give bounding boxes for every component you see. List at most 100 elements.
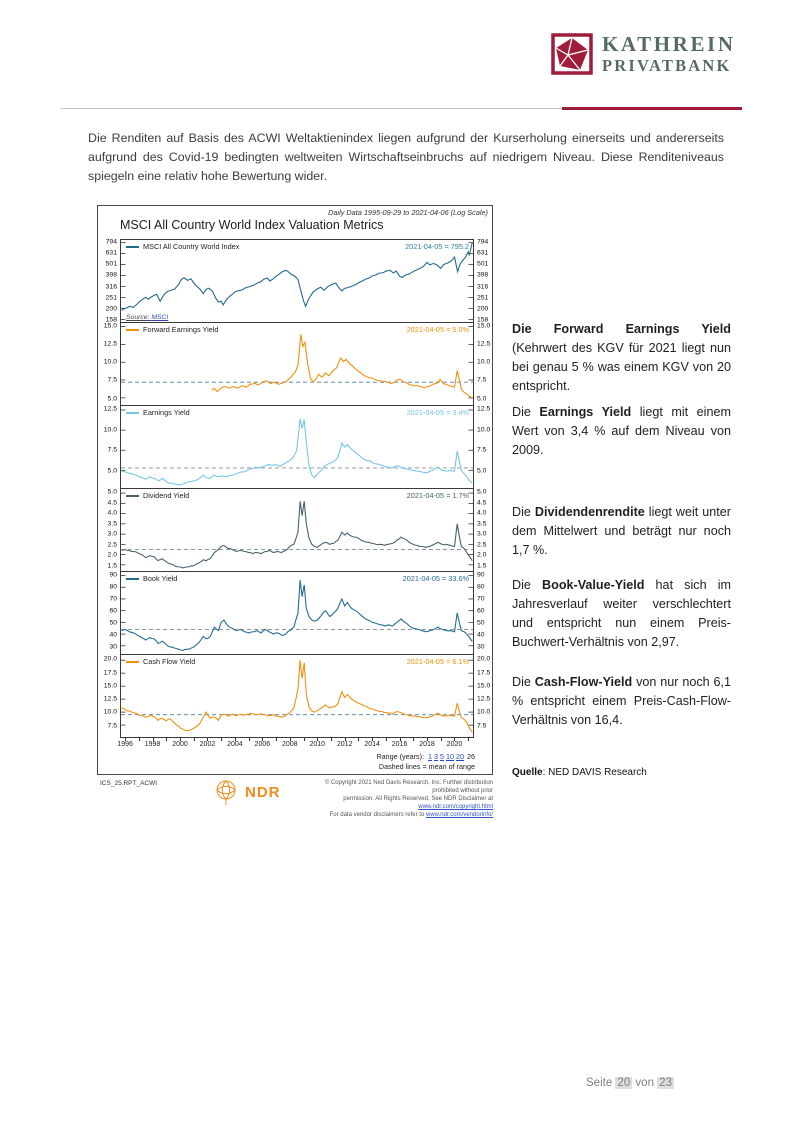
chart-panel: 12.5 10.0 7.5 5.0 Earnings Yield 2021-04-05 =… bbox=[98, 405, 492, 489]
y-tick-label: 40 bbox=[477, 631, 485, 639]
y-tick-label: 158 bbox=[477, 316, 489, 324]
y-tick-label: 7.5 bbox=[477, 376, 487, 384]
y-tick-label: 2.5 bbox=[477, 541, 487, 549]
latest-value-annotation: 2021-04-05 = 1.7% bbox=[406, 491, 469, 500]
y-tick-label: 12.5 bbox=[477, 695, 491, 703]
y-tick-label: 70 bbox=[109, 595, 117, 603]
chart-header: Daily Data 1995-09-29 to 2021-04-06 (Log… bbox=[98, 206, 492, 239]
y-tick-label: 158 bbox=[105, 316, 117, 324]
y-tick-label: 4.0 bbox=[477, 509, 487, 517]
y-tick-label: 50 bbox=[477, 619, 485, 627]
range-year-link[interactable]: 5 bbox=[440, 752, 444, 761]
x-tick-mark bbox=[262, 738, 264, 741]
panel-plot: MSCI All Country World Index 2021-04-05 =… bbox=[120, 239, 474, 323]
copyright-line: © Copyright 2021 Ned Davis Research, Inc… bbox=[324, 780, 493, 794]
y-tick-label: 5.0 bbox=[107, 488, 117, 496]
commentary-term: Book-Value-Yield bbox=[542, 578, 645, 592]
panel-plot: Cash Flow Yield 2021-04-05 = 6.1% bbox=[120, 654, 474, 738]
y-tick-label: 12.5 bbox=[103, 695, 117, 703]
y-axis-right: 5.0 4.5 4.0 3.5 3.0 2.5 2.0 1.5 bbox=[474, 488, 492, 572]
y-tick-label: 17.5 bbox=[477, 669, 491, 677]
y-tick-label: 3.0 bbox=[477, 530, 487, 538]
range-year-link[interactable]: 20 bbox=[456, 752, 464, 761]
panel-legend: Dividend Yield bbox=[126, 491, 189, 500]
x-tick-mark bbox=[413, 738, 415, 741]
copyright-line: For data vendor disclaimers refer to www… bbox=[329, 812, 493, 818]
x-tick-mark bbox=[248, 738, 250, 741]
y-tick-label: 316 bbox=[105, 283, 117, 291]
y-tick-label: 17.5 bbox=[103, 669, 117, 677]
y-axis-right: 15.0 12.5 10.0 7.5 5.0 bbox=[474, 322, 492, 406]
y-tick-label: 80 bbox=[109, 583, 117, 591]
y-tick-label: 501 bbox=[477, 260, 489, 268]
legend-label: Book Yield bbox=[143, 574, 178, 583]
y-tick-label: 60 bbox=[477, 607, 485, 615]
intro-paragraph: Die Renditen auf Basis des ACWI Weltakti… bbox=[88, 131, 724, 183]
panel-legend: Book Yield bbox=[126, 574, 177, 583]
x-tick-mark bbox=[317, 738, 319, 741]
y-axis-right: 12.5 10.0 7.5 5.0 bbox=[474, 405, 492, 489]
x-tick-label: 2008 bbox=[281, 741, 298, 748]
x-tick-mark bbox=[276, 738, 278, 741]
panel-legend: MSCI All Country World Index bbox=[126, 242, 239, 251]
source-label: Source: bbox=[126, 314, 152, 321]
x-tick-label: 2014 bbox=[364, 741, 380, 748]
y-tick-label: 10.0 bbox=[103, 358, 117, 366]
y-tick-label: 316 bbox=[477, 283, 489, 291]
header-divider-gray bbox=[60, 108, 562, 109]
page-number-total: 23 bbox=[657, 1077, 674, 1089]
panel-plot: Forward Earnings Yield 2021-04-05 = 5.0% bbox=[120, 322, 474, 406]
header-divider-red bbox=[562, 107, 742, 110]
brand-text: KATHREIN PRIVATBANK bbox=[602, 33, 736, 74]
x-tick-mark bbox=[454, 738, 456, 741]
y-axis-left: 20.0 17.5 15.0 12.5 10.0 7.5 bbox=[98, 654, 120, 738]
y-tick-label: 1.5 bbox=[107, 562, 117, 570]
x-tick-label: 2016 bbox=[391, 741, 408, 748]
x-tick-mark bbox=[152, 738, 154, 741]
x-tick-mark bbox=[166, 738, 168, 741]
range-years-links: 1 3 5 10 20 26 bbox=[426, 752, 475, 761]
chart-footer-strip: ICS_25.RPT_ACWI NDR © Copyright 2021 Ned… bbox=[97, 779, 493, 818]
valuation-chart: Daily Data 1995-09-29 to 2021-04-06 (Log… bbox=[97, 205, 493, 775]
y-tick-label: 30 bbox=[109, 643, 117, 651]
page-number-prefix: Seite bbox=[586, 1077, 613, 1089]
y-tick-label: 7.5 bbox=[477, 446, 487, 454]
x-tick-label: 2002 bbox=[199, 741, 216, 748]
dashed-lines-note: Dashed lines = mean of range bbox=[378, 762, 475, 771]
x-tick-mark bbox=[344, 738, 346, 741]
y-tick-label: 15.0 bbox=[103, 322, 117, 330]
y-tick-label: 20.0 bbox=[103, 655, 117, 663]
ndr-link[interactable]: www.ndr.com/vendorinfo/ bbox=[425, 812, 493, 818]
y-axis-left: 794 631 501 398 316 251 200 158 bbox=[98, 238, 120, 324]
latest-value-annotation: 2021-04-05 = 5.0% bbox=[406, 325, 469, 334]
commentary-block: Die Forward Earnings Yield (Kehrwert des… bbox=[512, 322, 731, 393]
y-tick-label: 3.5 bbox=[107, 520, 117, 528]
y-axis-left: 12.5 10.0 7.5 5.0 bbox=[98, 405, 120, 489]
panel-canvas bbox=[121, 492, 473, 569]
y-tick-label: 398 bbox=[477, 271, 489, 279]
panel-legend: Forward Earnings Yield bbox=[126, 325, 218, 334]
ndr-link[interactable]: www.ndr.com/copyright.html bbox=[418, 804, 493, 810]
panel-canvas bbox=[121, 242, 473, 320]
panel-source: Source: MSCI bbox=[126, 314, 168, 321]
y-tick-label: 3.0 bbox=[107, 530, 117, 538]
y-tick-label: 80 bbox=[477, 583, 485, 591]
x-tick-mark bbox=[234, 738, 236, 741]
y-tick-label: 15.0 bbox=[103, 682, 117, 690]
legend-swatch bbox=[126, 577, 139, 580]
msci-source-link[interactable]: MSCI bbox=[151, 314, 169, 321]
range-year-link[interactable]: 10 bbox=[446, 752, 454, 761]
x-tick-label: 1996 bbox=[117, 741, 133, 748]
x-tick-label: 2012 bbox=[336, 741, 353, 748]
chart-panel: 794 631 501 398 316 251 200 158 MSCI All Country… bbox=[98, 238, 492, 324]
commentary-block: Die Book-Value-Yield hat sich im Jahresv… bbox=[512, 578, 731, 649]
page-number: Seite 20 von 23 bbox=[586, 1077, 674, 1089]
range-years-row: Range (years): 1 3 5 10 20 26 bbox=[98, 752, 492, 761]
chart-x-axis: 1996 1998 2000 2002 2004 2006 2008 2010 2012 2014… bbox=[117, 738, 473, 751]
range-year-link[interactable]: 3 bbox=[434, 752, 438, 761]
page-number-current: 20 bbox=[615, 1077, 633, 1089]
legend-swatch bbox=[126, 660, 139, 663]
range-year-link[interactable]: 1 bbox=[428, 752, 432, 761]
series-line bbox=[121, 501, 473, 569]
panel-canvas bbox=[121, 575, 473, 652]
